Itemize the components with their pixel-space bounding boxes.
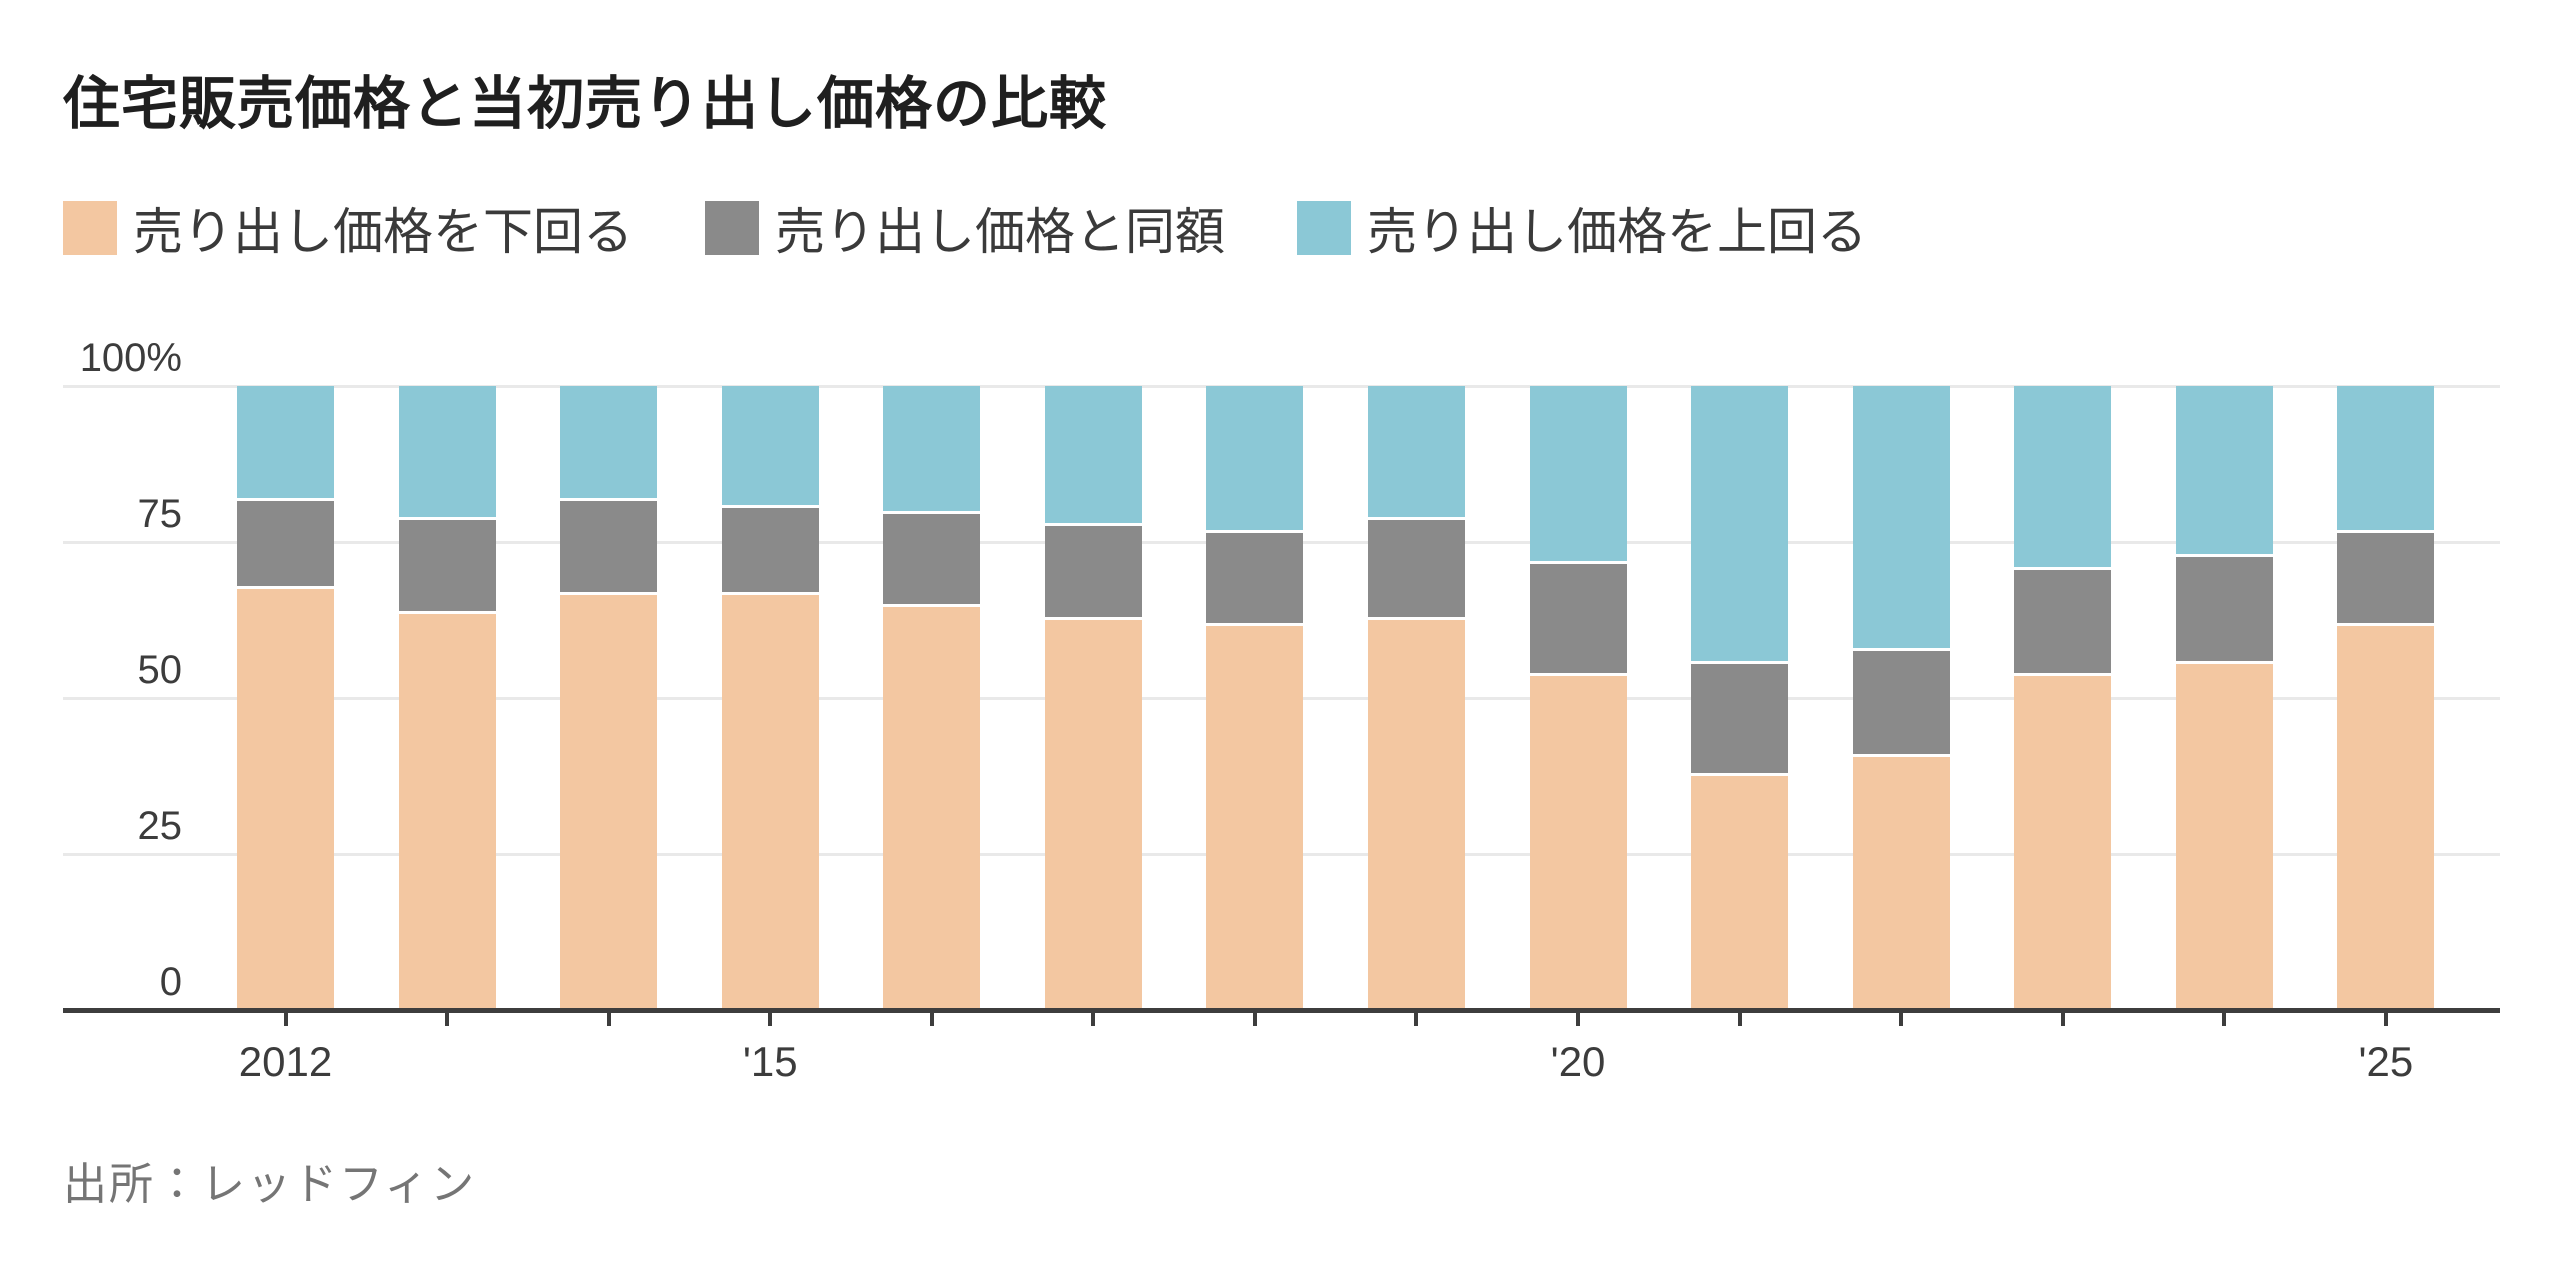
bar-2019-segment-0	[1367, 616, 1465, 1010]
bar-2020-segment-2	[1529, 386, 1627, 561]
bar-2025-segment-2	[2337, 386, 2435, 530]
x-tick-2016	[929, 1013, 934, 1026]
bar-2018-segment-0	[1206, 623, 1304, 1010]
bar-2024-segment-1	[2175, 554, 2273, 661]
bar-2016-segment-2	[883, 386, 981, 511]
x-tick-2017	[1091, 1013, 1096, 1026]
bar-2020-segment-1	[1529, 560, 1627, 674]
bar-2022-segment-0	[1852, 754, 1950, 1010]
x-axis-line	[63, 1008, 2500, 1013]
x-tick-2015	[768, 1013, 773, 1026]
legend-label: 売り出し価格を下回る	[133, 204, 633, 260]
legend-item-1: 売り出し価格と同額	[705, 192, 1225, 264]
bar-2019-segment-1	[1367, 517, 1465, 617]
x-tick-2013	[445, 1013, 450, 1026]
bar-2022	[1852, 386, 1950, 1010]
bar-2022-segment-1	[1852, 648, 1950, 755]
bar-2014-segment-0	[560, 591, 658, 1010]
bar-2021-segment-1	[1691, 660, 1789, 773]
bar-2023	[2014, 386, 2112, 1010]
bar-2016-segment-0	[883, 604, 981, 1010]
bar-2024	[2175, 386, 2273, 1010]
bar-2019	[1367, 386, 1465, 1010]
bar-2014-segment-2	[560, 386, 658, 499]
bar-2017	[1044, 386, 1142, 1010]
bar-2025-segment-0	[2337, 623, 2435, 1010]
y-tick-label-75: 75	[137, 492, 183, 536]
bar-2013-segment-2	[398, 386, 496, 518]
x-tick-label-2015: '15	[742, 1038, 798, 1085]
bar-2015-segment-2	[721, 386, 819, 505]
x-tick-2012	[283, 1013, 288, 1026]
bar-2013-segment-0	[398, 610, 496, 1010]
x-tick-2022	[1899, 1013, 1904, 1026]
bar-2015-segment-0	[721, 591, 819, 1010]
chart-title: 住宅販売価格と当初売り出し価格の比較	[63, 72, 1107, 136]
y-tick-label-50: 50	[137, 648, 183, 692]
bar-2014	[560, 386, 658, 1010]
bar-2024-segment-0	[2175, 660, 2273, 1010]
x-tick-2024	[2222, 1013, 2227, 1026]
y-axis: 0 25 50 75 100%	[0, 338, 183, 1010]
x-tick-2014	[606, 1013, 611, 1026]
x-tick-label-2025: '25	[2358, 1038, 2414, 1085]
x-tick-2020	[1576, 1013, 1581, 1026]
legend-label: 売り出し価格を上回る	[1367, 204, 1867, 260]
bar-2025	[2337, 386, 2435, 1010]
legend-swatch-icon	[1297, 201, 1351, 255]
bar-2016	[883, 386, 981, 1010]
bar-2012-segment-0	[237, 585, 334, 1010]
x-tick-2018	[1252, 1013, 1257, 1026]
bar-2025-segment-1	[2337, 529, 2435, 624]
bar-2019-segment-2	[1367, 386, 1465, 518]
bar-2020	[1529, 386, 1627, 1010]
x-tick-label-2012: 2012	[238, 1038, 333, 1085]
source-note: 出所：レッドフィン	[63, 1160, 477, 1209]
bar-2012-segment-1	[237, 498, 334, 586]
bar-2021	[1691, 386, 1789, 1010]
bar-2017-segment-2	[1044, 386, 1142, 524]
legend-item-0: 売り出し価格を下回る	[63, 192, 633, 264]
bar-2022-segment-2	[1852, 386, 1950, 649]
y-tick-label-0: 0	[159, 960, 182, 1004]
x-tick-2025	[2383, 1013, 2388, 1026]
bar-2021-segment-0	[1691, 772, 1789, 1010]
bar-2017-segment-0	[1044, 616, 1142, 1010]
bar-2018-segment-2	[1206, 386, 1304, 530]
plot-area: 2012 '15 '20 '25	[63, 384, 2500, 1085]
y-tick-label-100: 100%	[79, 336, 182, 380]
chart-legend: 売り出し価格を下回る 売り出し価格と同額 売り出し価格を上回る	[63, 192, 1867, 264]
bar-2013-segment-1	[398, 517, 496, 611]
bar-2021-segment-2	[1691, 386, 1789, 661]
x-tick-2021	[1737, 1013, 1742, 1026]
bar-2018	[1206, 386, 1304, 1010]
bar-2024-segment-2	[2175, 386, 2273, 555]
bar-2014-segment-1	[560, 498, 658, 592]
bar-2023-segment-1	[2014, 566, 2112, 674]
bar-2015	[721, 386, 819, 1010]
bar-2020-segment-0	[1529, 673, 1627, 1010]
y-tick-label-25: 25	[137, 804, 183, 848]
bar-2015-segment-1	[721, 504, 819, 592]
legend-swatch-icon	[705, 201, 759, 255]
bar-2012-segment-2	[237, 386, 334, 499]
bar-2023-segment-2	[2014, 386, 2112, 567]
x-tick-2019	[1414, 1013, 1419, 1026]
legend-item-2: 売り出し価格を上回る	[1297, 192, 1867, 264]
bar-2023-segment-0	[2014, 673, 2112, 1010]
x-tick-2023	[2060, 1013, 2065, 1026]
legend-swatch-icon	[63, 201, 117, 255]
bar-2016-segment-1	[883, 510, 981, 605]
x-tick-label-2020: '20	[1550, 1038, 1606, 1085]
legend-label: 売り出し価格と同額	[775, 204, 1225, 260]
bar-2018-segment-1	[1206, 529, 1304, 624]
bar-2012	[237, 386, 334, 1010]
bar-2017-segment-1	[1044, 523, 1142, 617]
bar-2013	[398, 386, 496, 1010]
